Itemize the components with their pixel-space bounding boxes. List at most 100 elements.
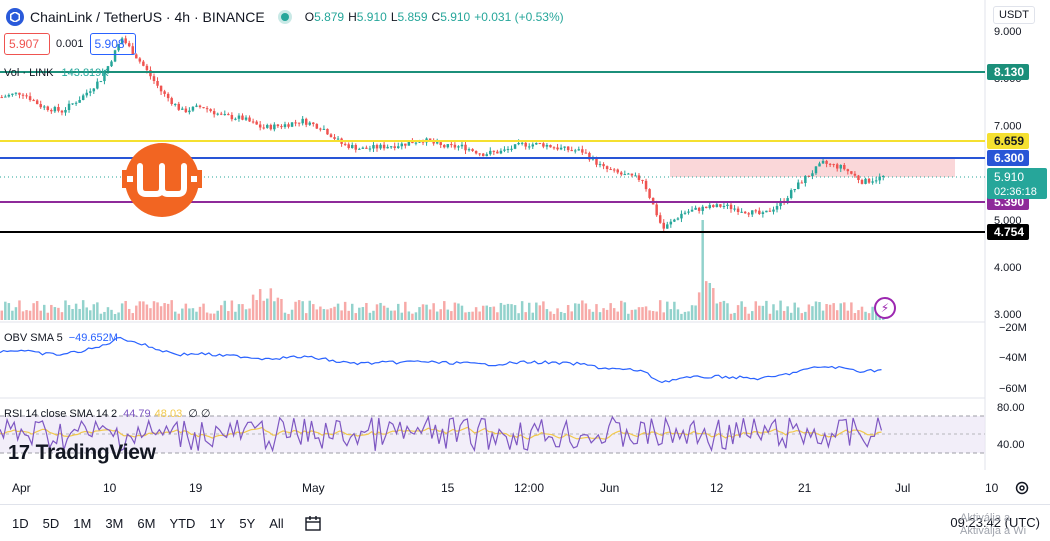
range-3m-button[interactable]: 3M bbox=[105, 515, 124, 531]
time-tick-label: May bbox=[302, 481, 325, 495]
range-1y-button[interactable]: 1Y bbox=[209, 515, 226, 531]
volume-bar bbox=[99, 313, 103, 320]
volume-bar bbox=[7, 303, 11, 320]
volume-bar bbox=[439, 309, 442, 320]
sell-button[interactable]: 5.907 bbox=[4, 33, 50, 55]
volume-bar bbox=[290, 309, 294, 320]
change-value: +0.031 (+0.53%) bbox=[474, 10, 564, 24]
volume-bar bbox=[195, 311, 198, 320]
candle-body bbox=[195, 105, 198, 107]
range-5d-button[interactable]: 5D bbox=[42, 515, 60, 531]
volume-bar bbox=[464, 312, 467, 320]
volume-bar bbox=[857, 310, 860, 320]
volume-bar bbox=[53, 307, 57, 320]
volume-bar bbox=[212, 313, 216, 320]
candle-body bbox=[704, 206, 708, 209]
candle-body bbox=[510, 148, 513, 150]
candle-body bbox=[867, 178, 871, 183]
candle-body bbox=[513, 144, 517, 149]
volume-bar bbox=[287, 313, 290, 320]
volume-bar bbox=[283, 312, 287, 320]
symbol-title[interactable]: ChainLink / TetherUS · 4h · BINANCE bbox=[30, 9, 265, 25]
candle-body bbox=[577, 149, 581, 151]
supply-zone-rect[interactable] bbox=[670, 158, 955, 177]
volume-bar bbox=[227, 311, 230, 320]
volume-bar bbox=[269, 288, 273, 320]
volume-bar bbox=[276, 297, 280, 320]
candle-body bbox=[35, 100, 39, 105]
candle-body bbox=[828, 163, 832, 165]
volume-bar bbox=[35, 301, 39, 320]
horizontal-levels bbox=[0, 71, 985, 233]
rsi-legend[interactable]: RSI 14 close SMA 14 2 44.79 48.03 ∅ ∅ bbox=[4, 407, 210, 420]
volume-bar bbox=[765, 300, 768, 320]
candle-body bbox=[595, 157, 598, 165]
range-5y-button[interactable]: 5Y bbox=[239, 515, 256, 531]
volume-bar bbox=[552, 313, 556, 320]
gear-icon[interactable] bbox=[1014, 480, 1030, 496]
candle-body bbox=[127, 43, 131, 47]
candle-body bbox=[227, 114, 230, 116]
volume-bar bbox=[704, 281, 708, 320]
candle-body bbox=[92, 88, 96, 92]
time-axis[interactable]: Apr 10 19 May 15 12:00 Jun 12 21 Jul 10 bbox=[12, 481, 999, 495]
candle-body bbox=[517, 142, 520, 145]
candle-body bbox=[372, 145, 375, 149]
volume-bar bbox=[520, 301, 524, 320]
volume-bar bbox=[120, 303, 124, 320]
candle-body bbox=[404, 143, 407, 146]
volume-legend[interactable]: Vol · LINK 143.819K bbox=[4, 67, 109, 79]
range-1m-button[interactable]: 1M bbox=[73, 515, 92, 531]
volume-bar bbox=[425, 304, 428, 320]
tradingview-logo[interactable]: 17 TradingView bbox=[8, 441, 156, 465]
candle-body bbox=[584, 152, 588, 154]
open-value: 5.879 bbox=[314, 10, 345, 24]
rsi-axis[interactable]: 80.00 40.00 bbox=[997, 402, 1025, 451]
candle-body bbox=[666, 224, 669, 229]
obv-legend[interactable]: OBV SMA 5 −49.652M bbox=[4, 332, 118, 344]
price-tick-label: 4.000 bbox=[994, 262, 1022, 274]
range-all-button[interactable]: All bbox=[269, 515, 284, 531]
watermark-line-1: Aktiválja a bbox=[960, 512, 1011, 524]
volume-bar bbox=[775, 310, 779, 320]
buy-button[interactable]: 5.908 bbox=[89, 33, 136, 55]
candle-body bbox=[365, 147, 368, 149]
obv-axis[interactable]: −20M −40M −60M bbox=[999, 322, 1027, 395]
volume-bar bbox=[683, 311, 687, 320]
calendar-icon[interactable] bbox=[304, 514, 322, 532]
volume-bar bbox=[835, 310, 839, 320]
utc-clock[interactable]: 09:23:42 (UTC) bbox=[950, 515, 1040, 530]
volume-bar bbox=[163, 303, 166, 320]
candle-body bbox=[276, 124, 280, 127]
candle-body bbox=[255, 121, 258, 125]
candle-body bbox=[697, 207, 701, 211]
candle-body bbox=[542, 143, 545, 147]
chainlink-logo-icon bbox=[6, 8, 24, 26]
candle-body bbox=[280, 126, 283, 128]
candle-body bbox=[347, 144, 350, 149]
rsi-legend-label: RSI 14 close SMA 14 2 bbox=[4, 408, 118, 420]
volume-bar bbox=[280, 298, 283, 320]
range-1d-button[interactable]: 1D bbox=[12, 515, 29, 531]
candle-body bbox=[874, 180, 878, 182]
volume-bar bbox=[620, 300, 623, 320]
volume-bars bbox=[0, 220, 885, 320]
range-6m-button[interactable]: 6M bbox=[137, 515, 156, 531]
volume-bar bbox=[467, 311, 471, 320]
candle-body bbox=[18, 92, 21, 95]
lightning-icon[interactable]: ⚡ bbox=[874, 297, 896, 319]
candle-body bbox=[220, 113, 223, 115]
candle-body bbox=[135, 54, 138, 59]
candle-body bbox=[375, 145, 379, 149]
range-ytd-button[interactable]: YTD bbox=[169, 515, 196, 531]
volume-bar bbox=[322, 309, 326, 320]
volume-bar bbox=[828, 304, 832, 320]
candle-body bbox=[152, 76, 156, 81]
volume-bar bbox=[772, 304, 775, 320]
currency-selector[interactable]: USDT bbox=[993, 6, 1035, 24]
candle-body bbox=[266, 124, 269, 128]
last-price-tag bbox=[987, 168, 1047, 199]
candle-body bbox=[765, 210, 768, 213]
candle-body bbox=[605, 166, 609, 170]
